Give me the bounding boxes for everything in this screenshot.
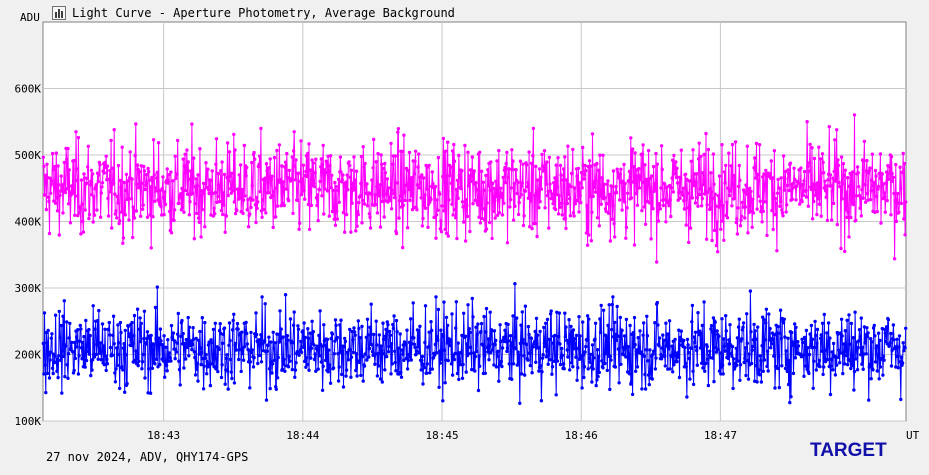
- axis-ticks: 100K 200K 300K 400K 500K 600K 18:43 18:44 18:45 1…: [15, 83, 737, 443]
- series-2: [41, 282, 908, 406]
- y-tick-label: 200K: [15, 349, 42, 362]
- y-tick-label: 500K: [15, 149, 42, 162]
- x-tick-label: 18:47: [704, 429, 737, 442]
- y-axis-label: ADU: [20, 11, 40, 24]
- y-tick-label: 300K: [15, 282, 42, 295]
- chart-title-bar: Light Curve - Aperture Photometry, Avera…: [52, 4, 455, 22]
- series-line: [42, 114, 907, 263]
- y-tick-label: 100K: [15, 415, 42, 428]
- x-tick-label: 18:45: [425, 429, 458, 442]
- target-label: TARGET: [810, 440, 887, 461]
- y-tick-label: 400K: [15, 216, 42, 229]
- series-1: [41, 113, 908, 264]
- series-layer: [41, 113, 908, 406]
- y-tick-label: 600K: [15, 83, 42, 96]
- x-tick-label: 18:44: [286, 429, 319, 442]
- x-tick-label: 18:46: [565, 429, 598, 442]
- chart-icon[interactable]: [52, 6, 66, 20]
- chart-title: Light Curve - Aperture Photometry, Avera…: [72, 6, 455, 20]
- x-axis-label: UT: [906, 429, 920, 442]
- footer-info: 27 nov 2024, ADV, QHY174-GPS: [46, 450, 249, 464]
- x-tick-label: 18:43: [147, 429, 180, 442]
